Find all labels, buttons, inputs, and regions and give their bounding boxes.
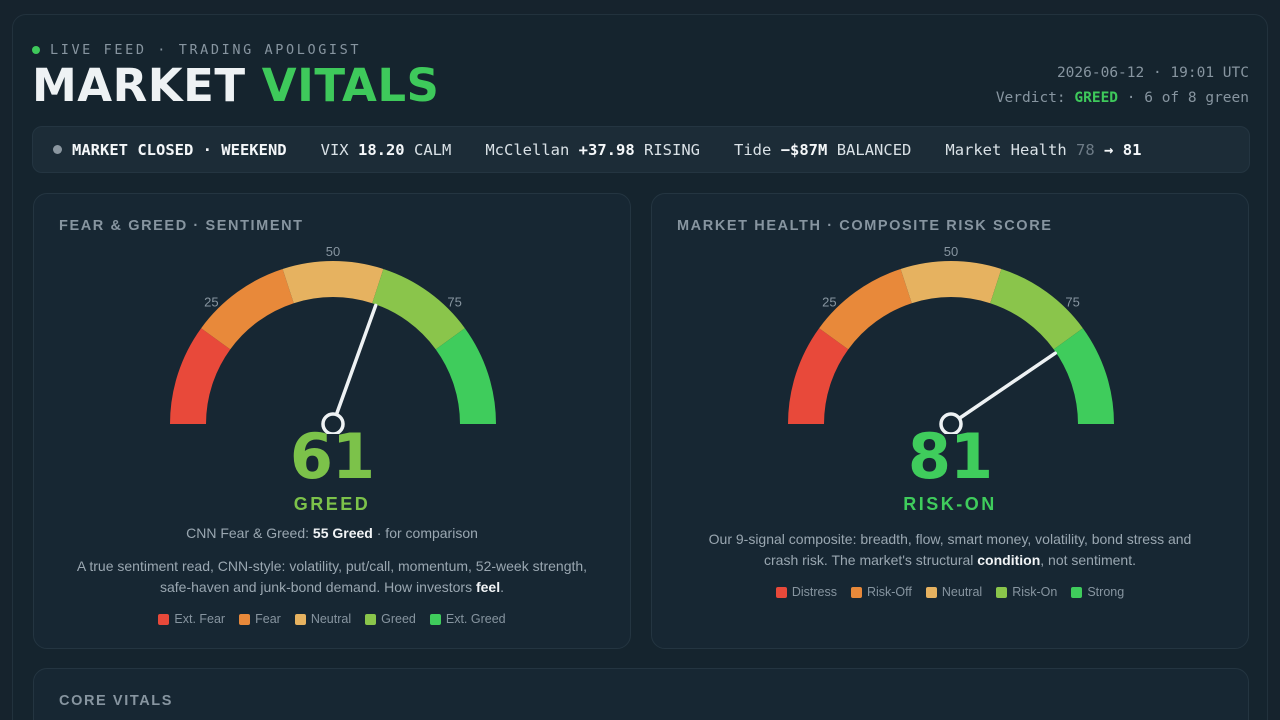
health-gauge: 25 50 75 <box>788 244 1114 434</box>
market-health-card: MARKET HEALTH · COMPOSITE RISK SCORE 25 5… <box>651 193 1249 649</box>
gauge-hub <box>321 412 345 434</box>
legend-swatch <box>294 613 306 625</box>
health-legend: Distress Risk-Off Neutral Risk-On Strong <box>652 585 1248 599</box>
legend-label: Ext. Greed <box>445 612 506 626</box>
legend-swatch <box>1071 586 1083 598</box>
legend-swatch <box>239 613 251 625</box>
legend-label: Risk-On <box>1012 585 1058 599</box>
legend-label: Distress <box>791 585 837 599</box>
gauge-zone-5 <box>1053 328 1114 424</box>
datetime: 2026-06-12 · 19:01 UTC <box>1056 65 1249 81</box>
verdict-line: Verdict: GREED · 6 of 8 green <box>996 86 1249 111</box>
header-meta: 2026-06-12 · 19:01 UTC Verdict: GREED · … <box>996 61 1249 111</box>
gauge-zone-1 <box>788 328 849 424</box>
gauge-zone-4 <box>372 268 465 350</box>
title-part-1: MARKET <box>32 59 246 112</box>
legend-item: Neutral <box>925 585 983 599</box>
legend-swatch <box>925 586 937 598</box>
verdict-value: GREED <box>1074 90 1119 106</box>
gauge-needle <box>331 303 378 426</box>
gauge-tick-75: 75 <box>447 294 461 309</box>
legend-label: Neutral <box>310 612 352 626</box>
gauge-tick-75: 75 <box>1065 294 1079 309</box>
legend-item: Strong <box>1071 585 1124 599</box>
gauge-zone-2 <box>819 268 912 350</box>
legend-item: Distress <box>775 585 837 599</box>
sentiment-score: 61 <box>289 420 375 493</box>
sentiment-description: A true sentiment read, CNN-style: volati… <box>76 558 588 595</box>
gauge-zone-3 <box>282 261 384 304</box>
title-part-2: VITALS <box>261 59 440 112</box>
legend-item: Greed <box>365 612 416 626</box>
health-mood: RISK-ON <box>903 494 997 514</box>
verdict-label: Verdict: <box>995 90 1066 106</box>
gauge-zone-3 <box>900 261 1002 304</box>
health-description: Our 9-signal composite: breadth, flow, s… <box>708 531 1192 568</box>
gauge-zone-1 <box>170 328 231 424</box>
live-feed-label: LIVE FEED · TRADING APOLOGIST <box>32 42 361 58</box>
core-vitals-card: CORE VITALS <box>33 668 1249 720</box>
sentiment-card: FEAR & GREED · SENTIMENT 25 50 75 61 GREED… <box>33 193 631 649</box>
health-score: 81 <box>907 420 993 493</box>
gauge-tick-50: 50 <box>326 244 340 259</box>
legend-swatch <box>429 613 441 625</box>
gauge-hub <box>939 412 963 434</box>
legend-label: Strong <box>1087 585 1125 599</box>
status-ticker: MARKET CLOSED · WEEKEND VIX 18.20 CALM M… <box>32 126 1250 173</box>
mcclellan-readout: McClellan +37.98 RISING <box>485 140 701 159</box>
legend-item: Fear <box>239 612 281 626</box>
legend-swatch <box>365 613 377 625</box>
legend-item: Neutral <box>294 612 352 626</box>
legend-label: Greed <box>381 612 416 626</box>
legend-label: Fear <box>255 612 281 626</box>
market-status: MARKET CLOSED · WEEKEND <box>72 140 287 159</box>
verdict-suffix: · 6 of 8 green <box>1126 90 1249 106</box>
health-card-title: MARKET HEALTH · COMPOSITE RISK SCORE <box>677 218 1053 234</box>
legend-label: Risk-Off <box>866 585 912 599</box>
legend-item: Ext. Fear <box>158 612 225 626</box>
core-vitals-title: CORE VITALS <box>59 693 174 709</box>
gauge-tick-25: 25 <box>822 294 836 309</box>
legend-swatch <box>850 586 862 598</box>
legend-swatch <box>775 586 787 598</box>
vix-readout: VIX 18.20 CALM <box>320 140 452 159</box>
gauge-needle <box>949 351 1057 426</box>
gauge-tick-25: 25 <box>204 294 218 309</box>
cnn-comparison: CNN Fear & Greed: 55 Greed · for compari… <box>186 525 478 541</box>
live-feed-text: LIVE FEED · TRADING APOLOGIST <box>50 42 362 58</box>
gauge-tick-50: 50 <box>944 244 958 259</box>
gauge-zone-2 <box>201 268 294 350</box>
legend-swatch <box>996 586 1008 598</box>
legend-label: Ext. Fear <box>174 612 226 626</box>
legend-item: Risk-Off <box>850 585 912 599</box>
legend-swatch <box>158 613 170 625</box>
market-health-readout: Market Health 78 → 81 <box>945 140 1142 159</box>
sentiment-legend: Ext. Fear Fear Neutral Greed Ext. Greed <box>34 612 630 626</box>
live-dot-icon <box>32 46 40 54</box>
sentiment-gauge: 25 50 75 <box>170 244 496 434</box>
legend-item: Risk-On <box>996 585 1057 599</box>
market-status-dot-icon <box>53 145 62 154</box>
legend-label: Neutral <box>941 585 983 599</box>
sentiment-mood: GREED <box>293 494 371 514</box>
gauge-zone-5 <box>435 328 496 424</box>
legend-item: Ext. Greed <box>429 612 506 626</box>
gauge-zone-4 <box>990 268 1083 350</box>
page-title: MARKET VITALS <box>32 60 439 112</box>
sentiment-card-title: FEAR & GREED · SENTIMENT <box>59 218 304 234</box>
tide-readout: Tide −$87M BALANCED <box>734 140 912 159</box>
